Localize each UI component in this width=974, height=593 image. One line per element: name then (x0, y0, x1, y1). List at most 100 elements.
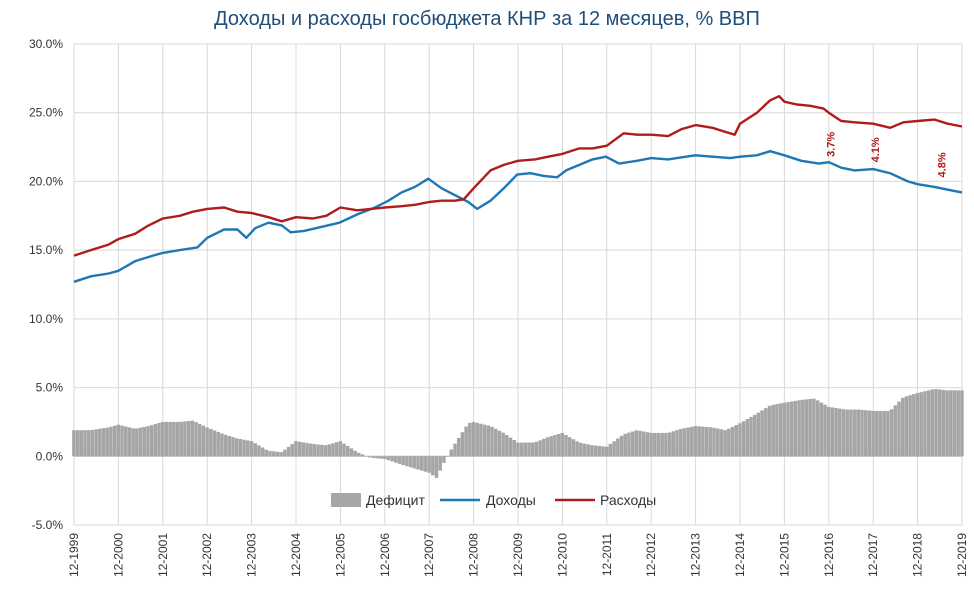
deficit-bar (712, 427, 716, 457)
deficit-bar (937, 389, 942, 457)
deficit-bar (556, 433, 561, 457)
deficit-bar (893, 405, 898, 457)
deficit-bar (445, 456, 450, 457)
deficit-bar (160, 421, 165, 457)
deficit-bar (101, 428, 106, 457)
y-tick-label: 10.0% (29, 312, 63, 326)
deficit-bar (545, 437, 550, 457)
deficit-bar (641, 431, 646, 457)
deficit-bar (394, 456, 398, 463)
deficit-bar (212, 430, 217, 457)
deficit-bar (656, 432, 661, 457)
deficit-bar (952, 390, 957, 457)
deficit-bar (542, 438, 546, 457)
deficit-bar (431, 456, 435, 476)
x-tick-label: 12-2008 (467, 533, 481, 577)
deficit-bar (475, 422, 479, 457)
annotation-label: 4.1% (870, 137, 882, 162)
deficit-bar (512, 440, 516, 457)
deficit-bar (530, 442, 535, 457)
deficit-bar (149, 425, 154, 457)
deficit-bar (123, 426, 128, 457)
deficit-bar (771, 404, 775, 457)
x-tick-label: 12-2001 (156, 533, 170, 577)
deficit-bar (153, 424, 158, 457)
x-tick-label: 12-2018 (911, 533, 925, 577)
deficit-bar (401, 456, 405, 466)
deficit-bar (741, 421, 746, 457)
x-tick-label: 12-2012 (644, 533, 658, 577)
deficit-bar (131, 428, 135, 457)
deficit-bar (623, 433, 627, 457)
deficit-bar (900, 397, 905, 457)
deficit-bar (138, 427, 143, 457)
deficit-bar (601, 446, 605, 457)
deficit-bar (608, 443, 613, 457)
x-tick-label: 12-2019 (955, 533, 969, 577)
deficit-bar (312, 444, 317, 457)
deficit-bar (172, 421, 176, 457)
deficit-bar (630, 431, 635, 457)
deficit-bar (427, 456, 431, 473)
deficit-bar (468, 422, 472, 457)
deficit-bar (579, 442, 583, 457)
y-tick-label: 25.0% (29, 106, 63, 120)
deficit-bar (86, 430, 91, 457)
deficit-bar (371, 456, 376, 458)
deficit-bar (216, 431, 220, 457)
deficit-bar (146, 426, 150, 457)
deficit-bar (408, 456, 413, 468)
deficit-bar (83, 430, 87, 457)
deficit-bar (79, 430, 84, 457)
deficit-bar (852, 409, 857, 457)
deficit-bar (197, 423, 202, 457)
deficit-bar (423, 456, 428, 472)
annotation-label: 4.8% (937, 152, 949, 177)
deficit-bar (875, 410, 879, 457)
deficit-bar (886, 410, 890, 457)
deficit-bar (830, 407, 835, 457)
deficit-bar (752, 414, 757, 457)
deficit-bar (179, 421, 183, 457)
deficit-bar (863, 410, 868, 457)
deficit-bar (238, 439, 243, 457)
deficit-bar (923, 391, 927, 457)
deficit-bar (497, 430, 502, 457)
deficit-bar (782, 402, 787, 457)
x-tick-label: 12-2002 (200, 533, 214, 577)
deficit-bar (405, 456, 409, 467)
y-tick-label: 15.0% (29, 243, 63, 257)
legend-label-revenue: Доходы (486, 492, 536, 508)
deficit-bar (956, 390, 960, 457)
deficit-bar (90, 429, 95, 457)
x-tick-label: 12-2015 (777, 533, 791, 577)
deficit-bar (516, 442, 520, 457)
deficit-bar (301, 442, 306, 457)
deficit-bar (949, 390, 953, 457)
deficit-bar (412, 456, 417, 469)
deficit-bar (597, 445, 602, 457)
y-tick-label: 5.0% (36, 381, 64, 395)
deficit-bar (586, 444, 590, 457)
deficit-bar (645, 432, 650, 457)
deficit-bar (760, 410, 764, 457)
deficit-bar (72, 430, 76, 457)
deficit-bars (72, 389, 964, 478)
deficit-bar (553, 435, 557, 457)
deficit-bar (823, 404, 827, 457)
y-tick-label: 20.0% (29, 174, 63, 188)
deficit-bar (390, 456, 394, 462)
deficit-bar (912, 394, 916, 457)
deficit-bar (223, 434, 228, 457)
deficit-bar (882, 410, 886, 457)
deficit-bar (479, 423, 483, 457)
deficit-bar (338, 441, 343, 457)
deficit-bar (871, 410, 875, 457)
legend-label-deficit: Дефицит (366, 492, 425, 508)
deficit-bar (505, 435, 509, 457)
deficit-bar (501, 432, 505, 457)
deficit-bar (926, 390, 931, 457)
deficit-bar (549, 436, 553, 457)
annotation-label: 3.7% (826, 132, 838, 157)
deficit-bar (460, 432, 465, 457)
